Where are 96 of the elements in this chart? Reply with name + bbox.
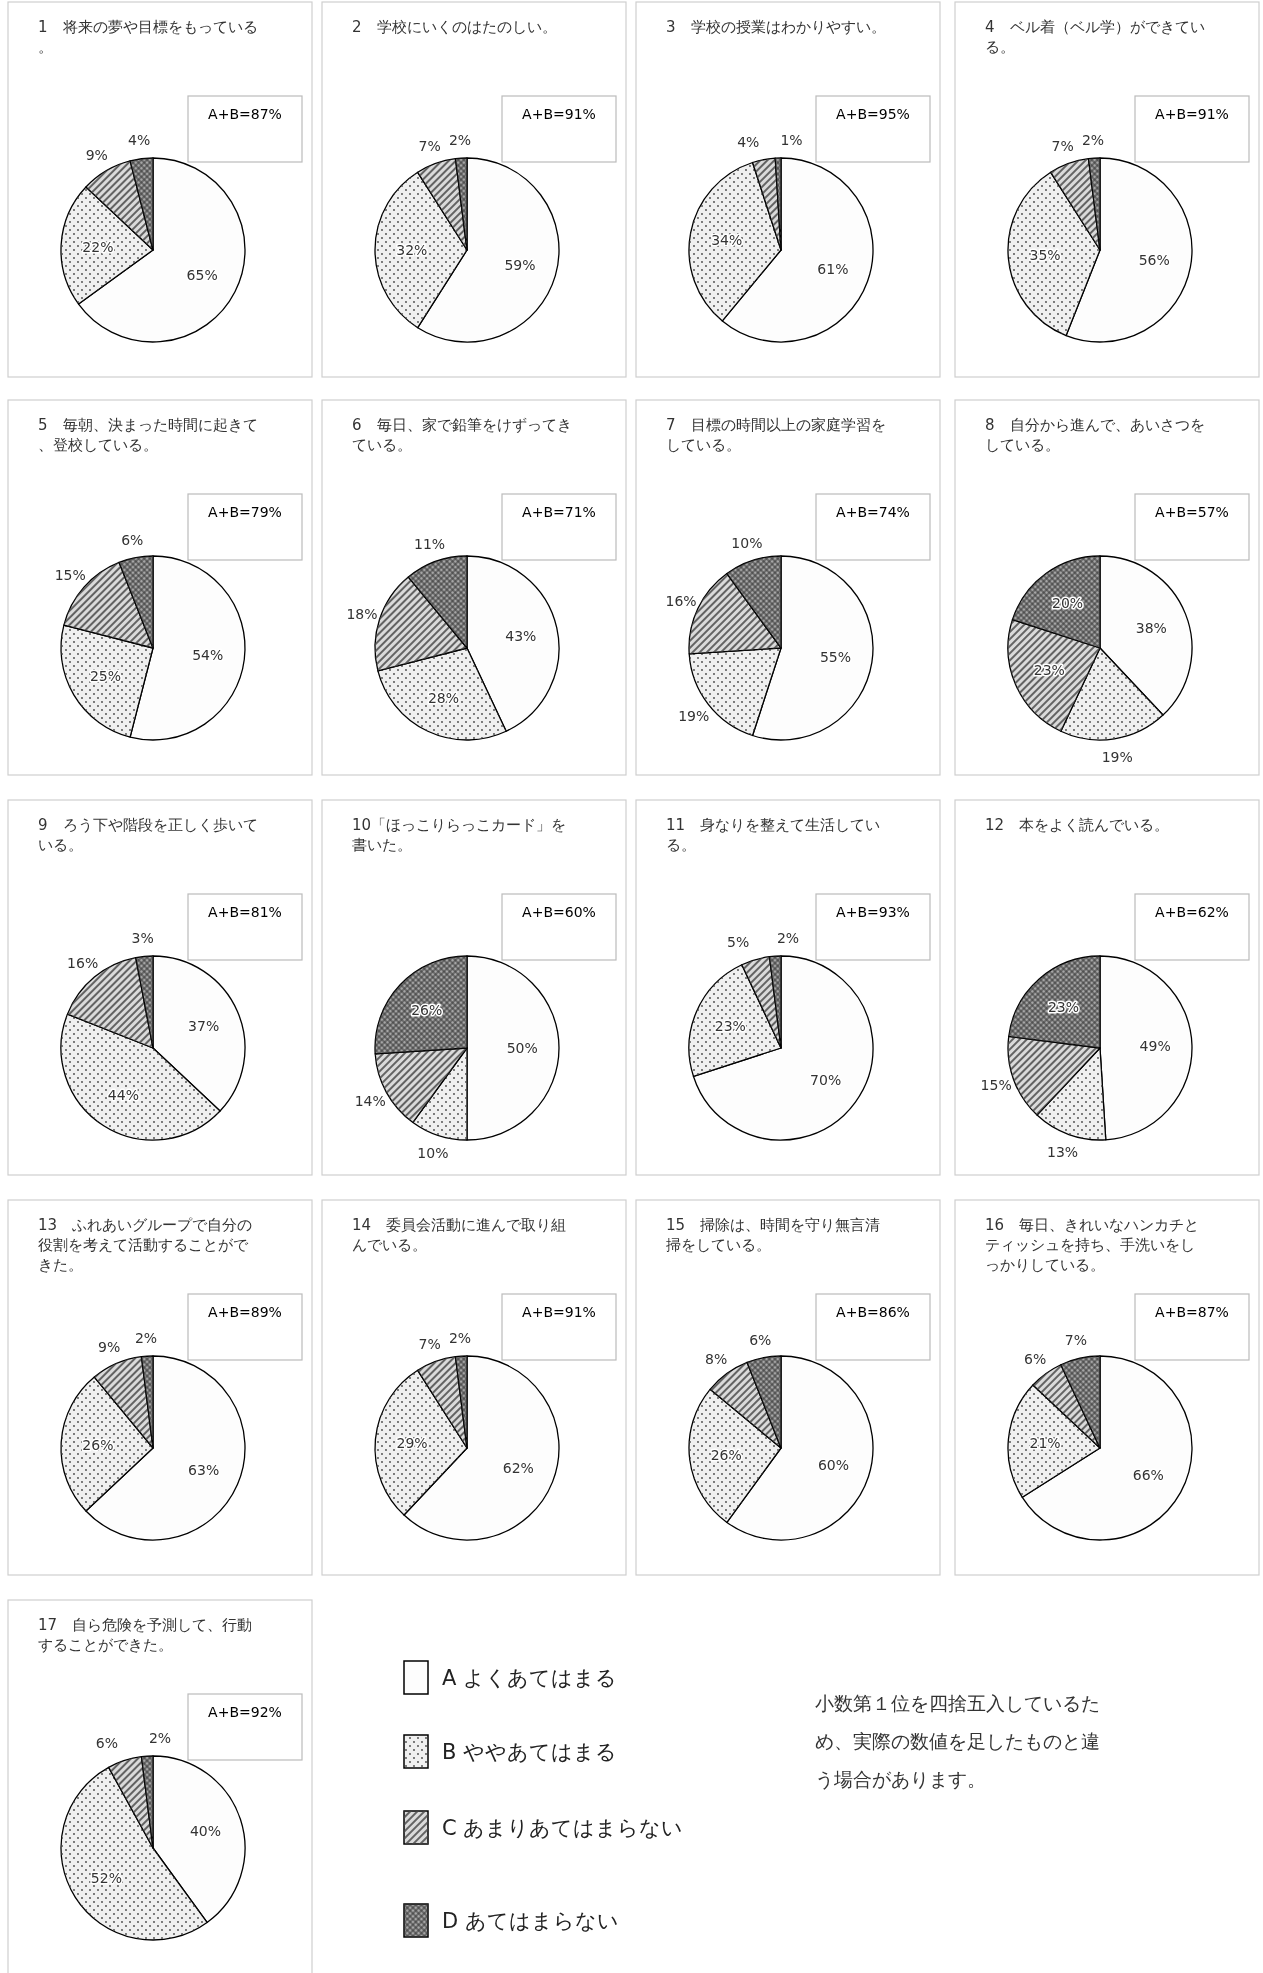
text: A+B=91% [1155, 106, 1229, 122]
chart-title: 15 掃除は、時間を守り無言清掃をしている。 [666, 1216, 881, 1254]
text: A+B=91% [522, 1304, 596, 1320]
data-label: 43% [505, 627, 537, 644]
text: A+B=89% [208, 1304, 282, 1320]
data-label: 11% [414, 536, 446, 553]
legend-label: A よくあてはまる [442, 1666, 618, 1690]
data-label: 54% [192, 646, 224, 663]
data-label: 3% [131, 930, 154, 947]
data-label: 7% [418, 138, 441, 155]
legend-label: C あまりあてはまらない [442, 1816, 684, 1840]
text: A+B=62% [1155, 904, 1229, 920]
data-label: 6% [95, 1735, 118, 1751]
data-label: 4% [128, 132, 151, 149]
text: A+B=95% [836, 106, 910, 122]
chart-title: 14 委員会活動に進んで取り組んでいる。 [352, 1216, 567, 1254]
text: A+B=79% [208, 504, 282, 520]
data-label: 10% [731, 535, 763, 551]
text: A+B=74% [836, 504, 910, 520]
data-label: 60% [817, 1457, 850, 1474]
data-label: 65% [186, 267, 218, 284]
data-label: 9% [85, 146, 108, 163]
data-label: 2% [1081, 131, 1105, 148]
data-label: 8% [705, 1350, 728, 1367]
data-label: 16% [665, 592, 697, 609]
data-label: 15% [980, 1077, 1012, 1094]
chart-title: 17 自ら危険を予測して、行動することができた。 [38, 1616, 253, 1654]
chart-title: 3 学校の授業はわかりやすい。 [666, 18, 886, 36]
text: A+B=92% [208, 1704, 282, 1720]
data-label: 55% [819, 648, 852, 665]
data-label: 1% [780, 131, 803, 148]
chart-title: 12 本をよく読んでいる。 [985, 816, 1170, 834]
data-label: 7% [1051, 138, 1074, 155]
chart-title: 1 将来の夢や目標をもっている。 [38, 18, 258, 56]
chart-title: 5 毎朝、決まった時間に起きて、登校している。 [38, 416, 258, 454]
chart-title: 2 学校にいくのはたのしい。 [352, 18, 557, 36]
data-label: 10% [417, 1145, 449, 1161]
chart-title: 4 ベル着（ベル学）ができている。 [985, 18, 1205, 56]
data-label: 62% [502, 1460, 534, 1477]
data-label: 26% [710, 1446, 742, 1463]
data-label: 13% [1047, 1143, 1079, 1160]
data-label: 52% [90, 1869, 122, 1886]
text: A+B=91% [522, 106, 596, 122]
text: A+B=81% [208, 904, 282, 920]
data-label: 50% [506, 1040, 538, 1056]
data-label: 35% [1029, 247, 1061, 264]
text: A+B=71% [522, 504, 596, 520]
data-label: 2% [448, 131, 472, 148]
text: A+B=93% [836, 904, 910, 920]
data-label: 2% [148, 1729, 172, 1746]
data-label: 7% [418, 1336, 441, 1353]
data-label: 9% [98, 1338, 121, 1355]
data-label: 2% [448, 1329, 472, 1346]
text: 小数第１位を四捨五入しているため、実際の数値を足したものと違う場合があります。 [815, 1692, 1100, 1790]
legend-label: B ややあてはまる [442, 1740, 618, 1764]
data-label: 66% [1132, 1466, 1164, 1483]
data-label: 49% [1139, 1038, 1171, 1055]
data-label: 56% [1138, 252, 1170, 269]
data-label: 59% [504, 257, 536, 274]
data-label: 5% [727, 933, 750, 950]
data-label: 29% [396, 1434, 428, 1451]
legend-label: D あてはまらない [442, 1909, 619, 1933]
data-label: 25% [89, 668, 122, 685]
data-label: 4% [737, 133, 760, 150]
text: A+B=86% [836, 1304, 910, 1320]
data-label: 37% [188, 1018, 220, 1035]
text: A+B=57% [1155, 504, 1229, 520]
chart-title: 8 自分から進んで、あいさつをしている。 [985, 416, 1205, 454]
chart-title: 9 ろう下や階段を正しく歩いている。 [38, 816, 258, 854]
text: A+B=87% [1155, 1304, 1229, 1320]
chart-title: 11 身なりを整えて生活している。 [666, 816, 881, 854]
chart-title: 6 毎日、家で鉛筆をけずってきている。 [352, 416, 572, 454]
data-label: 40% [189, 1822, 222, 1839]
chart-title: 13 ふれあいグループで自分の役割を考えて活動することができた。 [38, 1216, 253, 1274]
chart-title: 7 目標の時間以上の家庭学習をしている。 [666, 416, 886, 454]
data-label: 61% [817, 260, 849, 277]
data-label: 6% [121, 531, 144, 548]
data-label: 38% [1135, 619, 1167, 636]
chart-title: 10「ほっこりらっこカード」を書いた。 [352, 816, 567, 854]
data-label: 2% [776, 929, 800, 946]
data-label: 19% [678, 707, 710, 724]
chart-title: 16 毎日、きれいなハンカチとティッシュを持ち、手洗いをしっかりしている。 [985, 1216, 1200, 1274]
data-label: 6% [1024, 1350, 1047, 1367]
data-label: 23% [1047, 998, 1080, 1015]
data-label: 2% [134, 1329, 158, 1346]
text: A+B=87% [208, 106, 282, 122]
text: A+B=60% [522, 904, 596, 920]
data-label: 44% [107, 1086, 139, 1103]
data-label: 18% [346, 605, 378, 622]
data-label: 28% [427, 689, 460, 706]
data-label: 6% [749, 1331, 772, 1348]
data-label: 32% [396, 242, 428, 258]
data-label: 63% [188, 1461, 220, 1478]
data-label: 7% [1064, 1332, 1088, 1349]
data-label: 19% [1101, 749, 1133, 766]
data-label: 70% [810, 1072, 842, 1089]
